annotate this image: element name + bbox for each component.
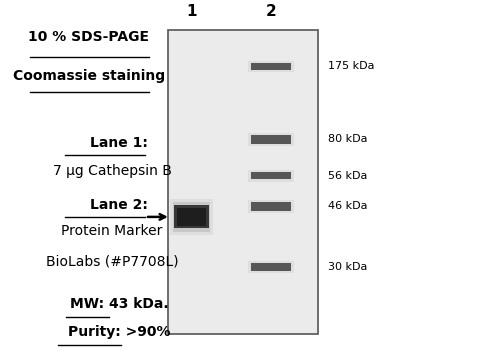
Bar bbox=[251, 264, 290, 271]
Bar bbox=[248, 170, 293, 181]
Bar bbox=[170, 199, 213, 235]
Text: BioLabs (#P7708L): BioLabs (#P7708L) bbox=[46, 255, 178, 269]
Bar bbox=[251, 202, 290, 211]
Text: Lane 2:: Lane 2: bbox=[90, 198, 148, 212]
Text: MW: 43 kDa.: MW: 43 kDa. bbox=[70, 297, 168, 311]
Bar bbox=[248, 200, 293, 213]
Bar bbox=[174, 206, 208, 228]
Text: 2: 2 bbox=[265, 4, 276, 19]
Text: 1: 1 bbox=[186, 4, 197, 19]
Bar bbox=[251, 135, 290, 144]
Text: 175 kDa: 175 kDa bbox=[328, 62, 374, 72]
Text: Coomassie staining: Coomassie staining bbox=[13, 69, 165, 83]
Text: Purity: >90%: Purity: >90% bbox=[68, 325, 170, 339]
Text: 46 kDa: 46 kDa bbox=[328, 201, 368, 211]
Text: 10 % SDS-PAGE: 10 % SDS-PAGE bbox=[28, 30, 149, 44]
Text: 56 kDa: 56 kDa bbox=[328, 171, 367, 181]
Text: 80 kDa: 80 kDa bbox=[328, 134, 368, 144]
Bar bbox=[248, 261, 293, 273]
Text: 7 μg Cathepsin B: 7 μg Cathepsin B bbox=[53, 164, 171, 178]
Bar bbox=[248, 61, 293, 72]
Bar bbox=[251, 63, 290, 70]
Text: 30 kDa: 30 kDa bbox=[328, 262, 367, 272]
Text: Protein Marker: Protein Marker bbox=[61, 224, 163, 238]
Bar bbox=[172, 202, 210, 232]
Bar bbox=[248, 133, 293, 146]
Text: Lane 1:: Lane 1: bbox=[90, 136, 148, 150]
Bar bbox=[177, 208, 206, 226]
Bar bbox=[168, 30, 318, 334]
Bar bbox=[251, 172, 290, 179]
